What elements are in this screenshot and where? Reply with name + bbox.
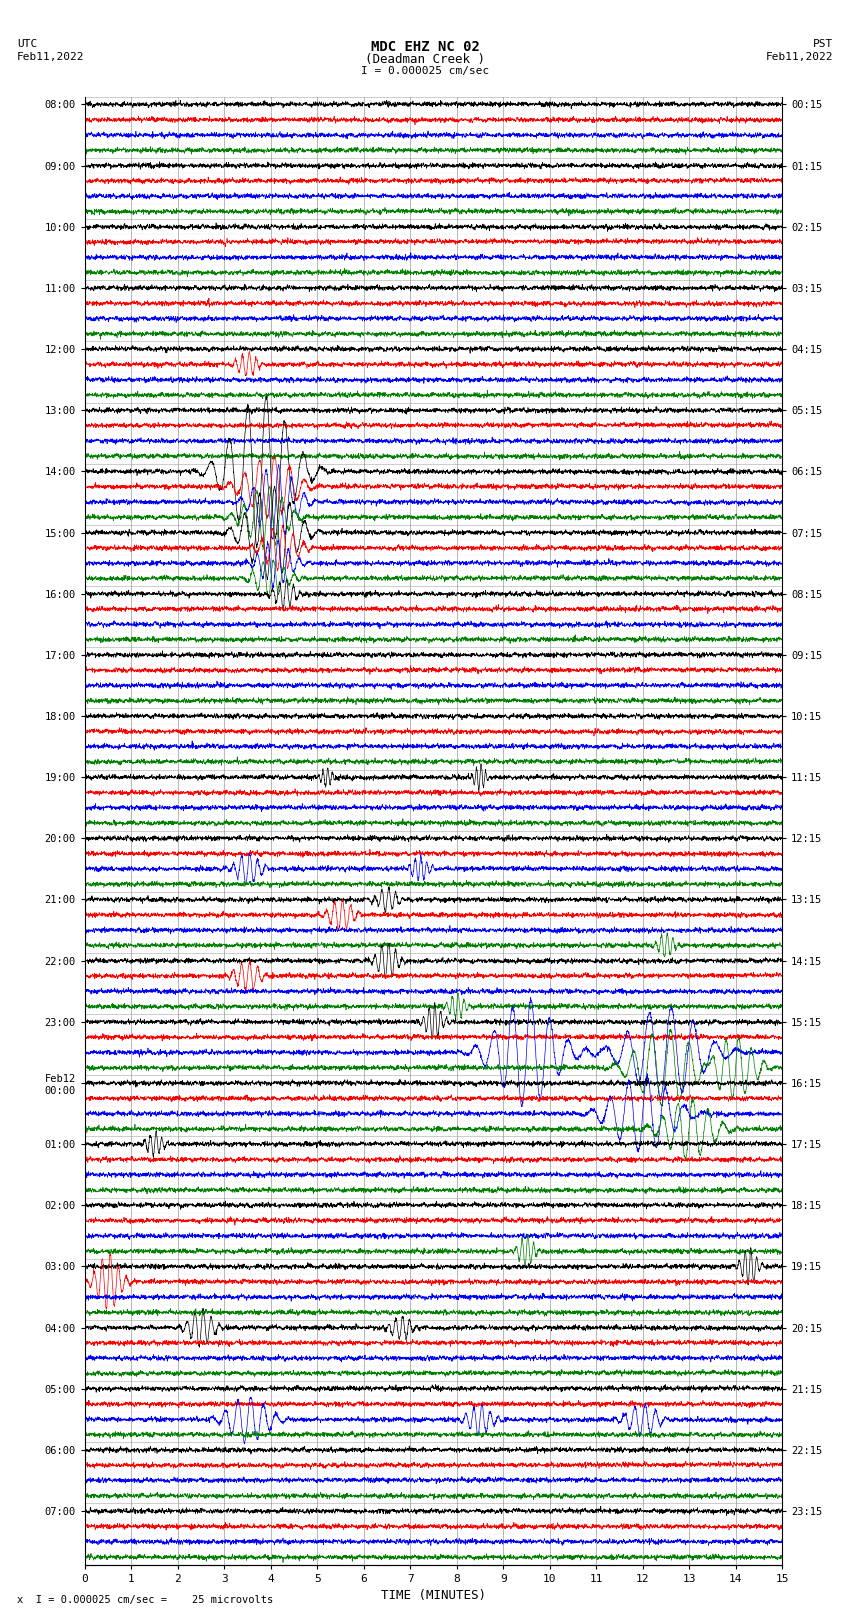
Text: MDC EHZ NC 02: MDC EHZ NC 02 (371, 40, 479, 55)
Text: PST: PST (813, 39, 833, 48)
Text: Feb11,2022: Feb11,2022 (17, 52, 84, 61)
Text: x  I = 0.000025 cm/sec =    25 microvolts: x I = 0.000025 cm/sec = 25 microvolts (17, 1595, 273, 1605)
Text: (Deadman Creek ): (Deadman Creek ) (365, 53, 485, 66)
Text: I = 0.000025 cm/sec: I = 0.000025 cm/sec (361, 66, 489, 76)
Text: UTC: UTC (17, 39, 37, 48)
X-axis label: TIME (MINUTES): TIME (MINUTES) (381, 1589, 486, 1602)
Text: Feb11,2022: Feb11,2022 (766, 52, 833, 61)
